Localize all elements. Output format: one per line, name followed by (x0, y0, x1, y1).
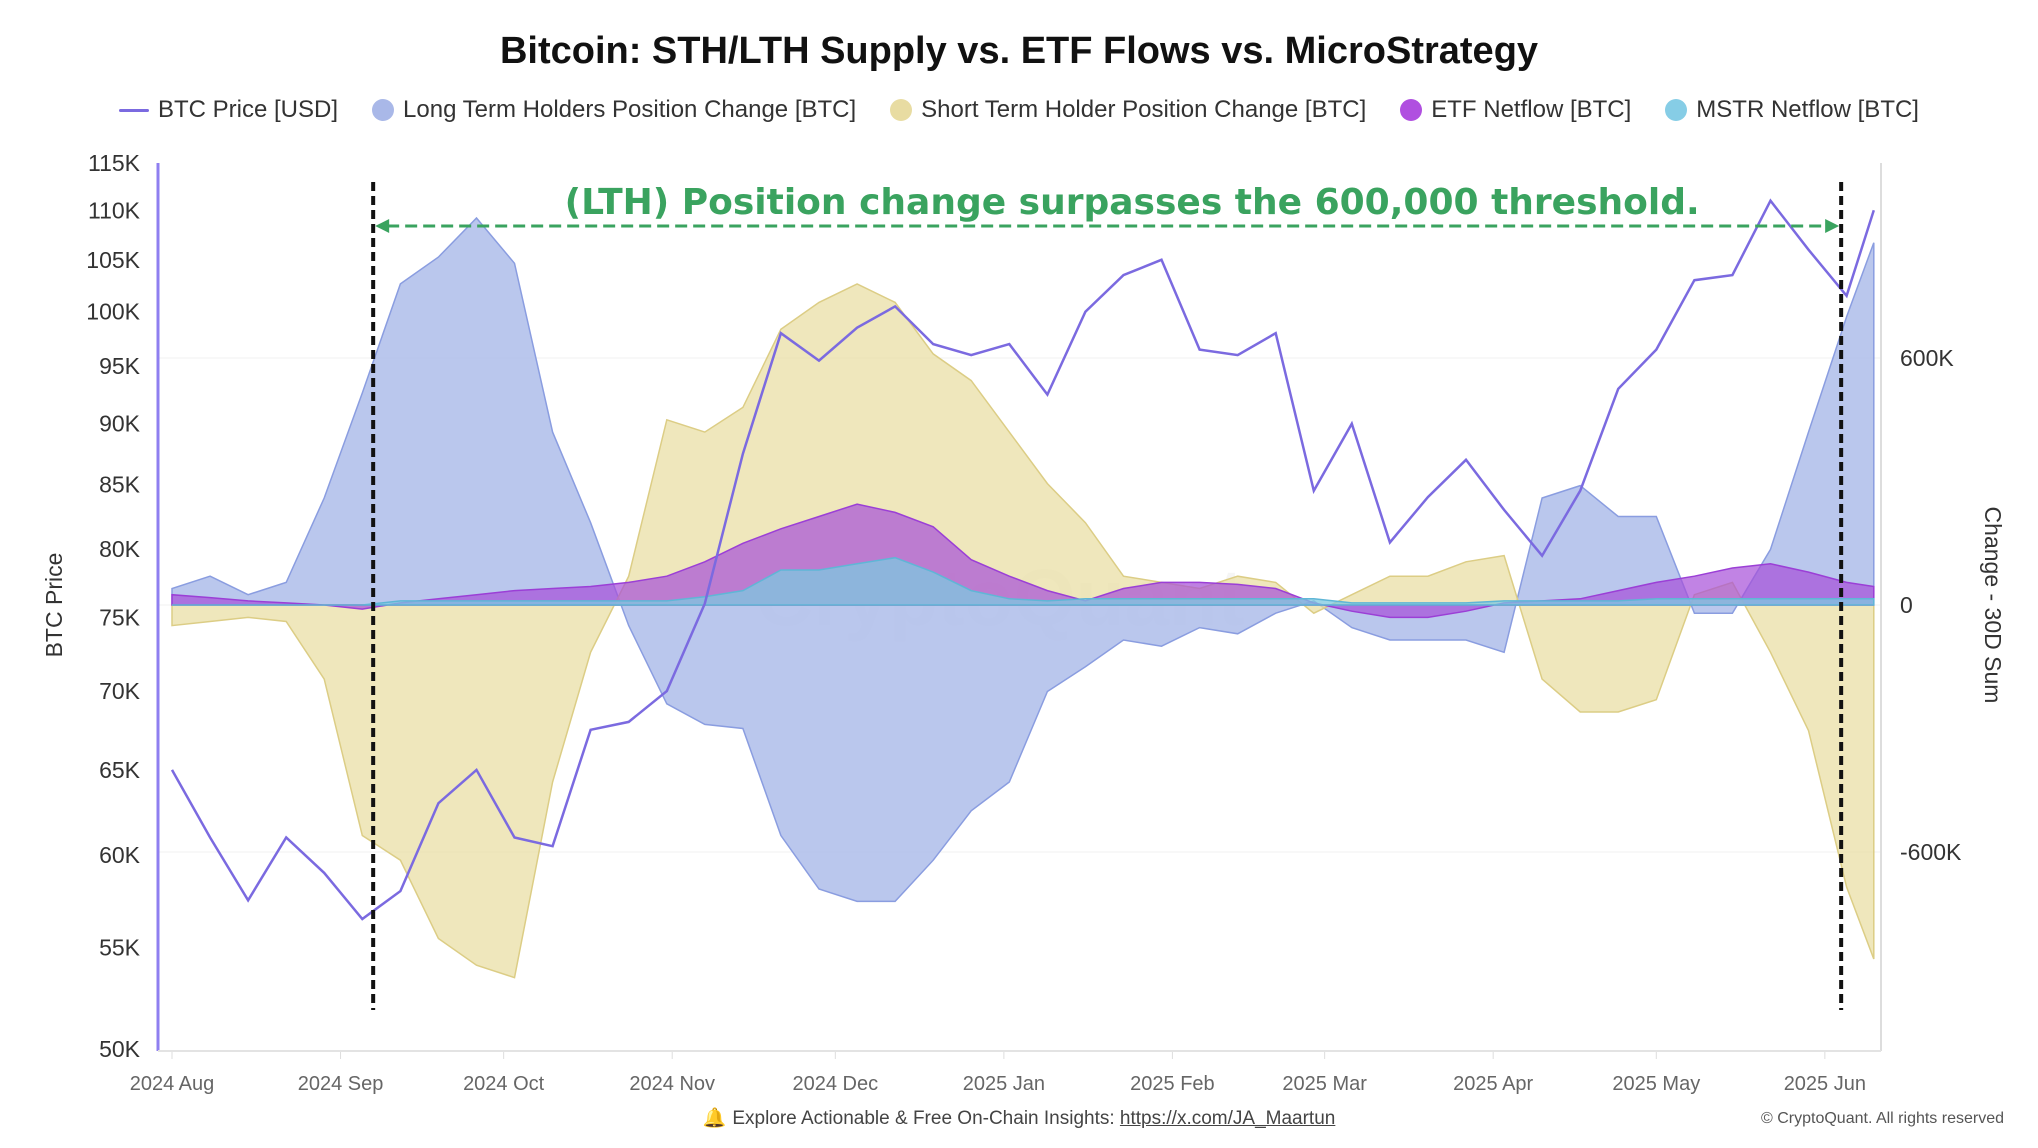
x-tick-label: 2025 Feb (1130, 1073, 1215, 1095)
x-tick-label: 2024 Sep (298, 1073, 384, 1095)
x-tick-label: 2025 Mar (1282, 1073, 1367, 1095)
y-left-tick-label: 65K (99, 757, 141, 783)
legend-swatch (372, 99, 395, 121)
y-left-tick-label: 95K (99, 353, 141, 379)
y-left-tick-label: 90K (99, 411, 141, 437)
y-left-tick-label: 115K (88, 150, 141, 176)
y-left-tick-label: 105K (86, 247, 140, 273)
y-left-tick-label: 85K (99, 472, 141, 498)
arrow-right-icon (1825, 219, 1840, 233)
bell-icon: 🔔 (702, 1108, 727, 1129)
y-left-tick-label: 50K (99, 1036, 141, 1062)
y-left-tick-label: 80K (99, 536, 141, 562)
mstr-netflow-area (172, 556, 1875, 606)
footer: 🔔 Explore Actionable & Free On-Chain Insi… (0, 1106, 2038, 1130)
x-tick-label: 2024 Aug (130, 1073, 215, 1095)
legend-label: BTC Price [USD] (158, 96, 339, 123)
y-left-tick-label: 110K (88, 197, 141, 223)
legend-label: Long Term Holders Position Change [BTC] (403, 96, 857, 123)
copyright: © CryptoQuant. All rights reserved (1761, 1110, 2004, 1127)
btc-price-line (170, 198, 1875, 921)
x-tick-label: 2024 Nov (629, 1073, 715, 1095)
y-left-tick-label: 75K (99, 605, 141, 631)
legend-item-lth[interactable]: Long Term Holders Position Change [BTC] (372, 96, 856, 124)
x-tick-label: 2024 Dec (793, 1073, 879, 1095)
x-tick-label: 2025 Jan (963, 1073, 1045, 1095)
legend-swatch (119, 108, 149, 112)
y-right-tick-label: -600K (1900, 839, 1962, 865)
legend-swatch (1665, 99, 1688, 121)
footer-link[interactable]: https://x.com/JA_Maartun (1119, 1108, 1336, 1129)
legend-item-btc-price[interactable]: BTC Price [USD] (119, 96, 338, 124)
y-left-axis-title: BTC Price (41, 553, 67, 658)
legend-swatch (890, 99, 913, 121)
lth-area (171, 216, 1875, 903)
chart-title: Bitcoin: STH/LTH Supply vs. ETF Flows vs… (499, 30, 1539, 72)
x-tick-label: 2025 Apr (1453, 1073, 1533, 1095)
y-right-tick-label: 600K (1900, 345, 1954, 371)
y-left-tick-label: 100K (86, 299, 140, 325)
legend-item-sth[interactable]: Short Term Holder Position Change [BTC] (890, 96, 1366, 124)
y-left-tick-label: 70K (99, 678, 141, 704)
y-right-tick-label: 0 (1900, 592, 1913, 618)
legend-item-mstr[interactable]: MSTR Netflow [BTC] (1665, 96, 1919, 124)
legend-swatch (1400, 99, 1423, 121)
y-left-tick-label: 55K (99, 935, 141, 961)
legend-label: Short Term Holder Position Change [BTC] (921, 96, 1367, 123)
legend-label: MSTR Netflow [BTC] (1696, 96, 1919, 123)
x-tick-label: 2025 May (1612, 1073, 1700, 1095)
legend-label: ETF Netflow [BTC] (1431, 96, 1632, 123)
legend-item-etf[interactable]: ETF Netflow [BTC] (1400, 96, 1631, 124)
sth-area (171, 283, 1875, 979)
x-tick-label: 2025 Jun (1784, 1073, 1866, 1095)
annotation-text: (LTH) Position change surpasses the 600,… (565, 182, 1700, 223)
legend: BTC Price [USD] Long Term Holders Positi… (0, 96, 2038, 124)
y-left-tick-label: 60K (99, 842, 141, 868)
y-right-axis-title: Change - 30D Sum (1980, 507, 2006, 704)
arrow-left-icon (375, 219, 390, 233)
x-tick-label: 2024 Oct (463, 1073, 545, 1095)
etf-netflow-area (171, 503, 1875, 619)
footer-text: Explore Actionable & Free On-Chain Insig… (732, 1108, 1120, 1129)
